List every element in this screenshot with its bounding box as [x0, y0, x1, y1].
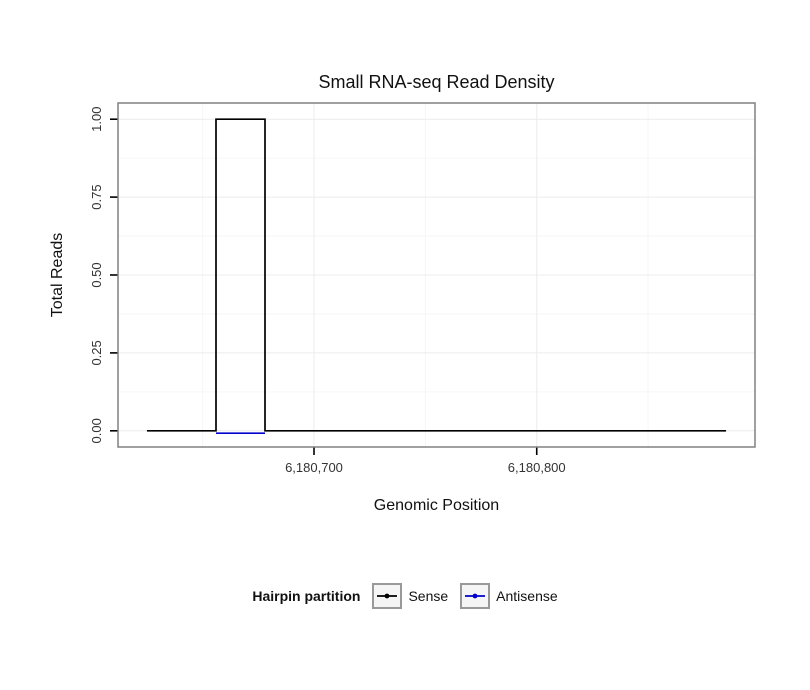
chart-title: Small RNA-seq Read Density [318, 72, 555, 92]
y-tick-label: 0.75 [89, 184, 104, 209]
legend-item-sense: Sense [372, 583, 448, 609]
x-axis-title: Genomic Position [373, 497, 500, 514]
y-axis-title: Total Reads [49, 232, 66, 318]
legend-label-antisense: Antisense [496, 588, 558, 604]
x-tick-label: 6,180,700 [285, 460, 343, 475]
legend-glyph-antisense [465, 593, 486, 599]
x-tick-label: 6,180,800 [508, 460, 566, 475]
series-sense [146, 118, 727, 432]
panel-border [117, 102, 756, 448]
legend: Hairpin partition Sense Antisense [0, 583, 810, 609]
legend-key-sense [372, 583, 403, 609]
legend-item-antisense: Antisense [460, 583, 558, 609]
legend-glyph-sense [377, 593, 398, 599]
legend-title: Hairpin partition [252, 588, 361, 604]
y-tick-label: 0.25 [89, 340, 104, 365]
y-tick-label: 0.50 [89, 262, 104, 287]
legend-key-antisense [460, 583, 491, 609]
legend-label-sense: Sense [408, 588, 449, 604]
y-tick-label: 0.00 [89, 418, 104, 443]
y-tick-label: 1.00 [89, 107, 104, 132]
